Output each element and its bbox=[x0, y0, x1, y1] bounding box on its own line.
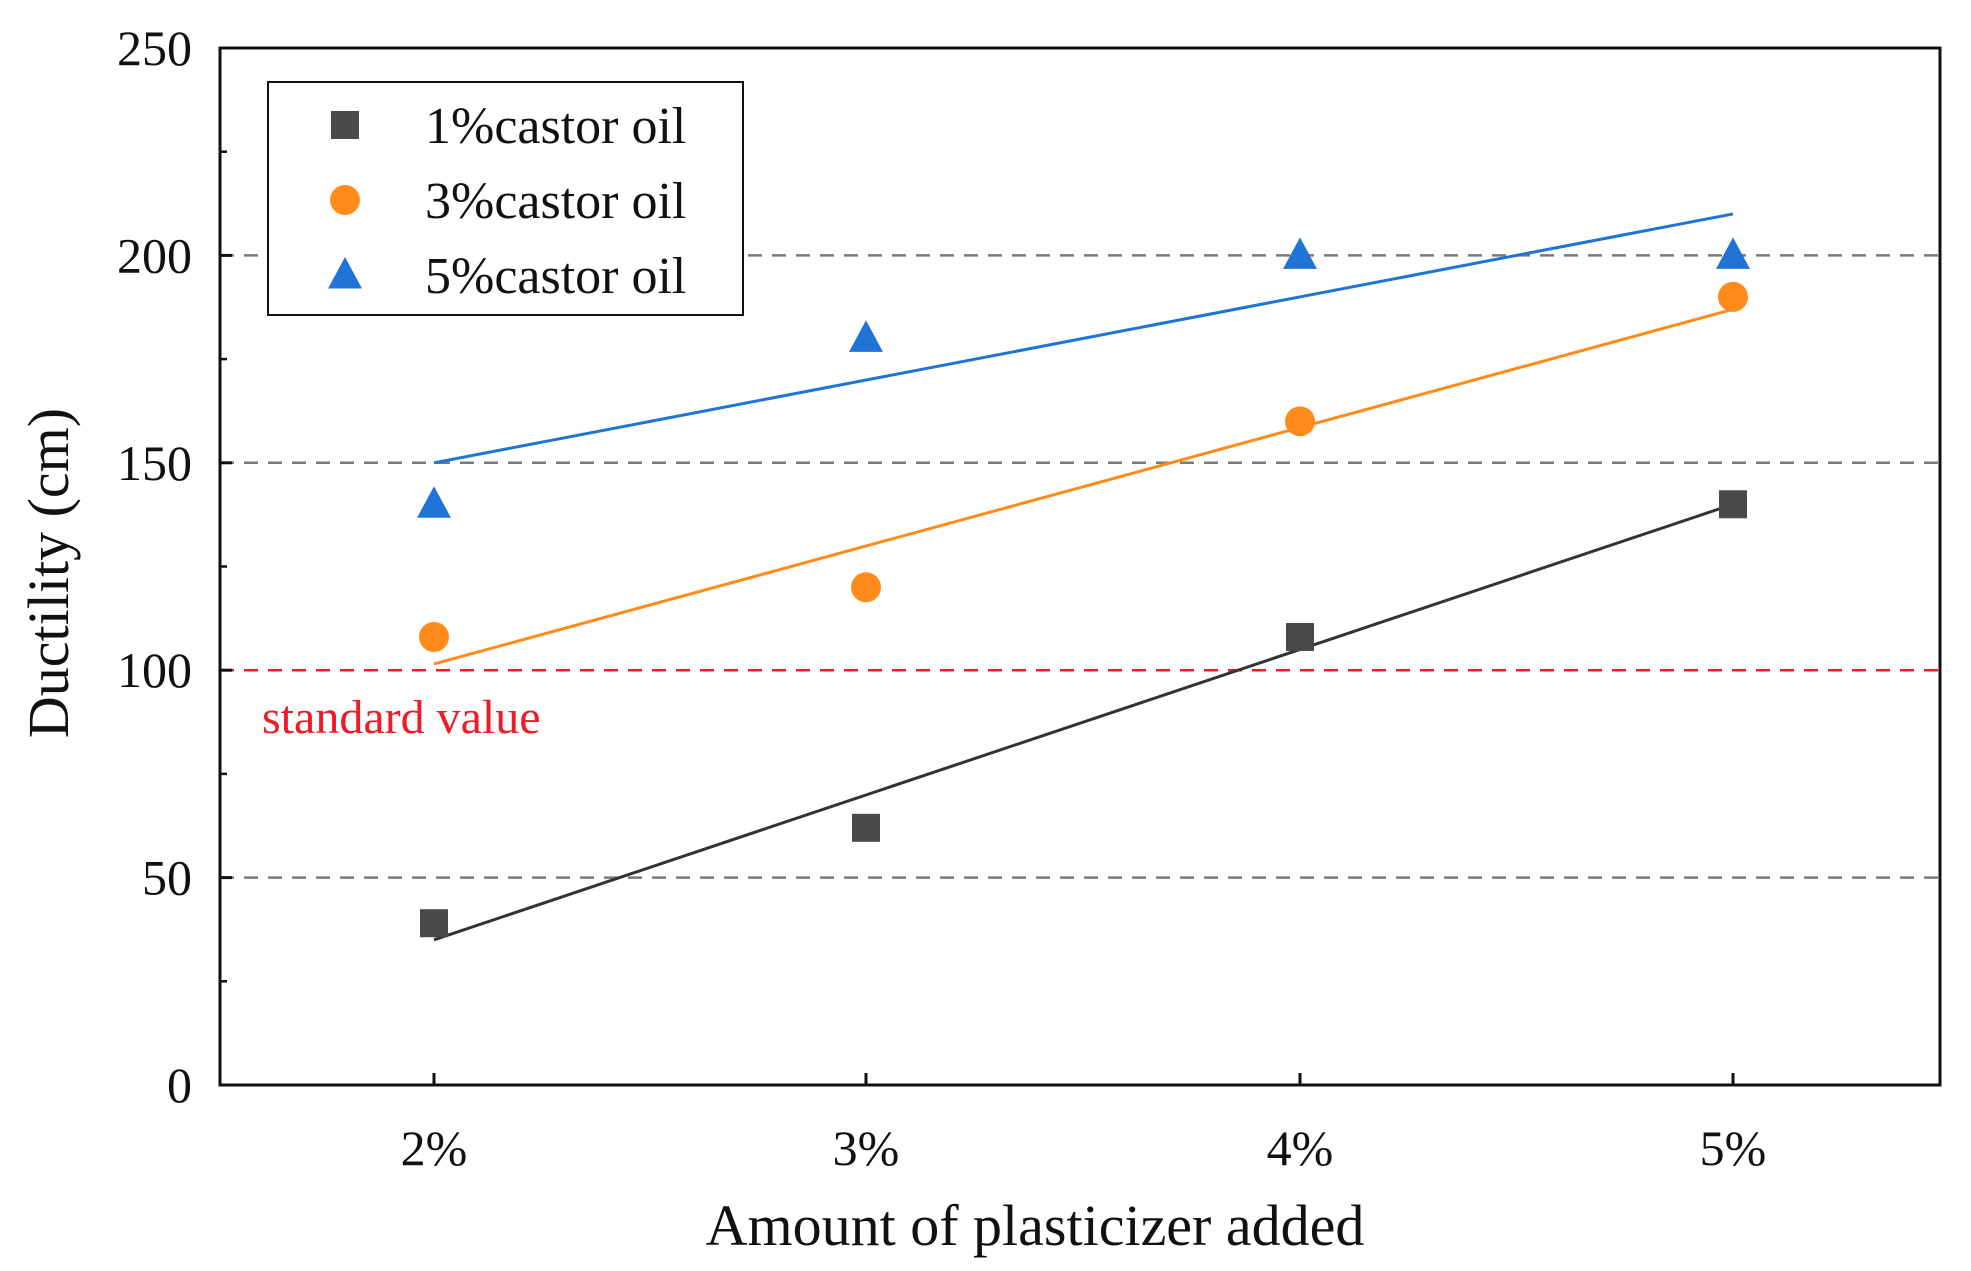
legend-label-series-1: 1%castor oil bbox=[425, 98, 686, 155]
standard-value-label: standard value bbox=[262, 691, 541, 744]
y-tick-label: 200 bbox=[117, 227, 192, 283]
data-point-series-2 bbox=[1285, 406, 1315, 437]
legend-label-series-2: 3%castor oil bbox=[425, 173, 686, 230]
legend-marker-series-3 bbox=[328, 257, 362, 289]
data-point-series-2 bbox=[419, 622, 449, 653]
fit-lines bbox=[433, 212, 1734, 942]
fit-line-series-1 bbox=[433, 502, 1734, 942]
y-tick-label: 100 bbox=[117, 642, 192, 698]
data-point-series-1 bbox=[1719, 490, 1747, 519]
x-ticks: 2% 3% 4% 5% bbox=[401, 1073, 1767, 1176]
x-tick-label: 5% bbox=[1700, 1120, 1767, 1176]
grid-layer bbox=[220, 254, 1940, 879]
x-tick-label: 2% bbox=[401, 1120, 468, 1176]
data-markers bbox=[417, 237, 1750, 938]
fit-line-series-3 bbox=[433, 212, 1734, 465]
y-tick-label: 50 bbox=[142, 850, 192, 906]
legend-label-series-3: 5%castor oil bbox=[425, 248, 686, 305]
legend: 1%castor oil 3%castor oil 5%castor oil bbox=[267, 81, 744, 316]
y-axis-title: Ductility (cm) bbox=[16, 408, 81, 738]
data-point-series-1 bbox=[852, 813, 880, 842]
x-tick-label: 4% bbox=[1267, 1120, 1334, 1176]
data-point-series-2 bbox=[1718, 281, 1748, 312]
data-point-series-1 bbox=[420, 909, 448, 938]
legend-marker-series-2 bbox=[330, 185, 360, 215]
y-tick-label: 0 bbox=[167, 1057, 192, 1113]
data-point-series-3 bbox=[1716, 237, 1750, 269]
y-ticks: 0 50 100 150 200 250 bbox=[117, 20, 232, 1113]
data-point-series-3 bbox=[849, 320, 883, 352]
x-axis-title: Amount of plasticizer added bbox=[706, 1193, 1365, 1258]
legend-marker-series-1 bbox=[331, 111, 359, 139]
x-tick-label: 3% bbox=[833, 1120, 900, 1176]
fit-line-series-2 bbox=[433, 307, 1734, 666]
y-tick-label: 250 bbox=[117, 20, 192, 76]
data-point-series-3 bbox=[417, 486, 451, 518]
data-point-series-1 bbox=[1286, 623, 1314, 652]
y-tick-label: 150 bbox=[117, 435, 192, 491]
data-point-series-2 bbox=[851, 572, 881, 603]
data-point-series-3 bbox=[1283, 237, 1317, 269]
